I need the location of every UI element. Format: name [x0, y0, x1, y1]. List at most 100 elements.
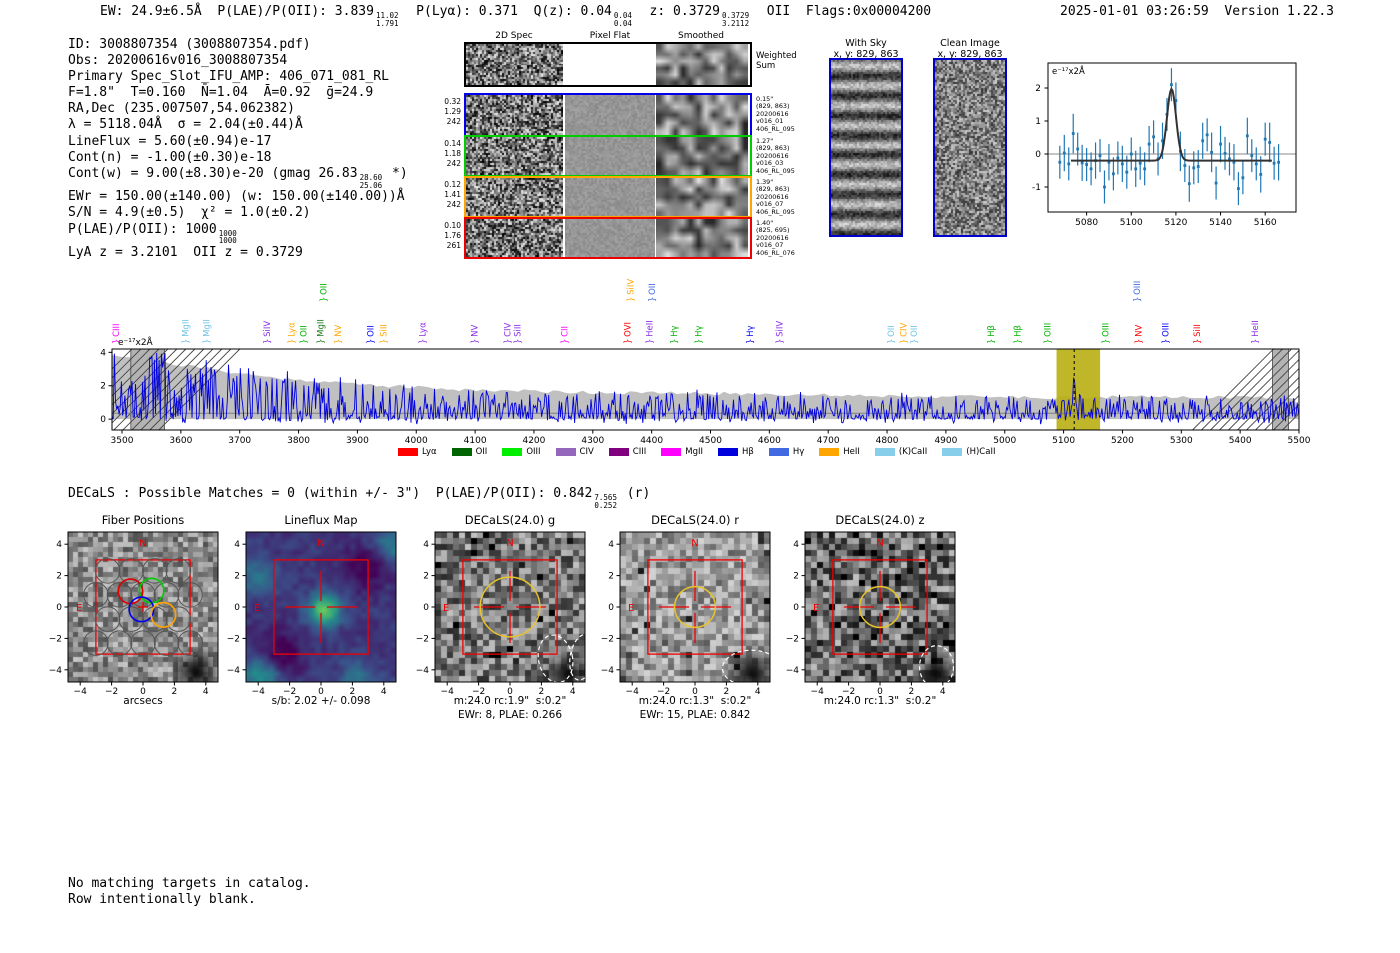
annotation-line: 406_RL_095 [756, 207, 795, 216]
svg-text:4800: 4800 [876, 436, 899, 446]
annotation-line: v016_07 [756, 241, 784, 250]
svg-text:−2: −2 [49, 634, 62, 644]
svg-text:2: 2 [234, 572, 240, 582]
info-line: λ = 5118.04Å σ = 2.04(±0.44)Å [68, 117, 408, 133]
legend-swatch [451, 448, 472, 456]
legend-swatch [398, 448, 418, 456]
svg-text:4: 4 [793, 540, 799, 550]
svg-text:e⁻¹⁷x2Å: e⁻¹⁷x2Å [1052, 65, 1085, 77]
stacked-fraction: 0.04 0.04 [614, 12, 632, 28]
stacked-fraction: 0.3729 3.2112 [722, 12, 749, 28]
svg-text:4400: 4400 [640, 436, 663, 446]
legend-swatch [768, 448, 789, 456]
svg-text:4700: 4700 [817, 436, 840, 446]
cutout-caption: s/b: 2.02 +/- 0.098 [271, 695, 371, 707]
svg-text:−4: −4 [786, 666, 800, 676]
spec2d-left-label: 0.12 [444, 180, 461, 189]
cutout-title: Fiber Positions [101, 513, 185, 527]
spec2d-col-header: Pixel Flat [589, 31, 631, 41]
info-line: Cont(w) = 9.00(±8.30)e-20 (gmag 26.83 28.… [68, 166, 408, 190]
cutout-caption2: EWr: 8, PLAE: 0.266 [457, 709, 563, 721]
legend-item: OII [451, 447, 487, 457]
svg-text:2: 2 [56, 572, 62, 582]
legend-item: (K)CaII [874, 447, 927, 457]
svg-text:3800: 3800 [287, 436, 310, 446]
emission-line-label: } SiIV [626, 279, 636, 302]
legend-item: HeII [819, 447, 860, 457]
spec2d-col-header: Smoothed [678, 31, 724, 41]
emission-line-label: } HeII [645, 320, 655, 344]
canvas-spec2d-2 [466, 137, 563, 175]
emission-line-label: } OVI [624, 322, 634, 344]
canvas-flat-2 [565, 137, 655, 175]
svg-text:4: 4 [100, 348, 106, 358]
svg-text:0: 0 [423, 603, 429, 613]
spec2d-left-label: 0.10 [444, 221, 461, 230]
annotation-line: Sum [756, 60, 776, 71]
svg-text:2: 2 [1035, 84, 1041, 94]
footer-line-1: No matching targets in catalog. [68, 876, 311, 891]
annotation-line: 1.27" [756, 137, 774, 145]
emission-line-label: } SiII [513, 324, 523, 344]
annotation-line: v016_01 [756, 117, 784, 126]
spec2d-left-label: 261 [446, 241, 461, 250]
info-line-text: EWr = 150.00(±140.00) (w: 150.00(±140.00… [68, 189, 405, 205]
sky-panel-title: With Sky [845, 38, 887, 49]
info-line-text: Primary Spec_Slot_IFU_AMP: 406_071_081_R… [68, 69, 389, 85]
svg-text:−2: −2 [786, 634, 799, 644]
canvas-spec2d-3 [466, 178, 563, 216]
emission-line-label: } SiIV [263, 321, 273, 344]
stacked-lo: 1.791 [375, 18, 399, 28]
info-line-text: λ = 5118.04Å σ = 2.04(±0.44)Å [68, 117, 303, 133]
canvas-flat-3 [565, 178, 655, 216]
annotation-line: Weighted [756, 51, 797, 61]
annotation-line: v016_07 [756, 200, 784, 209]
cutout-caption: arcsecs [123, 695, 163, 707]
info-line-text: ID: 3008807354 (3008807354.pdf) [68, 37, 311, 52]
emission-line-label: } Hγ [670, 325, 680, 344]
sky-panel-frame [933, 58, 1007, 237]
legend-label: OIII [526, 447, 541, 457]
stacked-lo: 1000 [218, 236, 237, 246]
info-line-suffix: *) [384, 165, 408, 181]
svg-text:5080: 5080 [1075, 218, 1098, 228]
canvas-smooth-3 [656, 178, 748, 216]
legend-swatch [608, 448, 629, 456]
legend-item: OIII [502, 447, 541, 457]
svg-text:−4: −4 [49, 666, 63, 676]
info-line-text: Cont(w) = 9.00(±8.30)e-20 (gmag 26.83 [68, 165, 358, 181]
header-part: P(Lyα): 0.371 [400, 4, 518, 19]
spec2d-left-label: 0.14 [444, 139, 461, 148]
spec2d-row-frame [464, 135, 752, 177]
svg-text:−4: −4 [601, 666, 615, 676]
canvas-flat-4 [565, 219, 655, 257]
emission-line-label: } NV [471, 325, 481, 344]
annotation-line: 20200616 [756, 151, 789, 160]
stacked-fraction: 1000 1000 [218, 229, 237, 246]
stacked-hi: 11.02 [375, 11, 399, 20]
emission-line-label: } SiII [1193, 324, 1203, 344]
stacked-fraction: 28.60 25.06 [360, 173, 383, 190]
legend-label: CIII [632, 447, 647, 457]
svg-text:5000: 5000 [993, 436, 1016, 446]
svg-text:1: 1 [1035, 117, 1041, 127]
info-line: Obs: 20200616v016_3008807354 [68, 53, 408, 69]
info-line-text: LyA z = 3.2101 OII z = 0.3729 [68, 245, 303, 261]
legend-label: (H)CaII [966, 447, 996, 457]
svg-text:4100: 4100 [464, 436, 487, 446]
stacked-hi: 0.3729 [722, 11, 750, 20]
cutout-title: DECaLS(24.0) z [835, 513, 925, 527]
legend-swatch [555, 448, 576, 456]
svg-text:5100: 5100 [1052, 436, 1075, 446]
line-fit-plot: 5080 5100 5120 5140 5160 -1 0 1 2 e⁻¹⁷x2Å [1032, 62, 1297, 228]
annotation-line: (829, 863) [756, 144, 790, 153]
sky-panel-subtitle: x, y: 829, 863 [937, 49, 1003, 60]
canvas-spec2d-1 [466, 95, 563, 135]
sky-panel-frame [829, 58, 903, 237]
legend-swatch [942, 448, 963, 456]
info-line: P(LAE)/P(OII): 1000 1000 1000 [68, 222, 408, 246]
info-line: LyA z = 3.2101 OII z = 0.3729 [68, 245, 408, 261]
info-line: Primary Spec_Slot_IFU_AMP: 406_071_081_R… [68, 69, 408, 85]
annotation-line: 20200616 [756, 109, 789, 118]
